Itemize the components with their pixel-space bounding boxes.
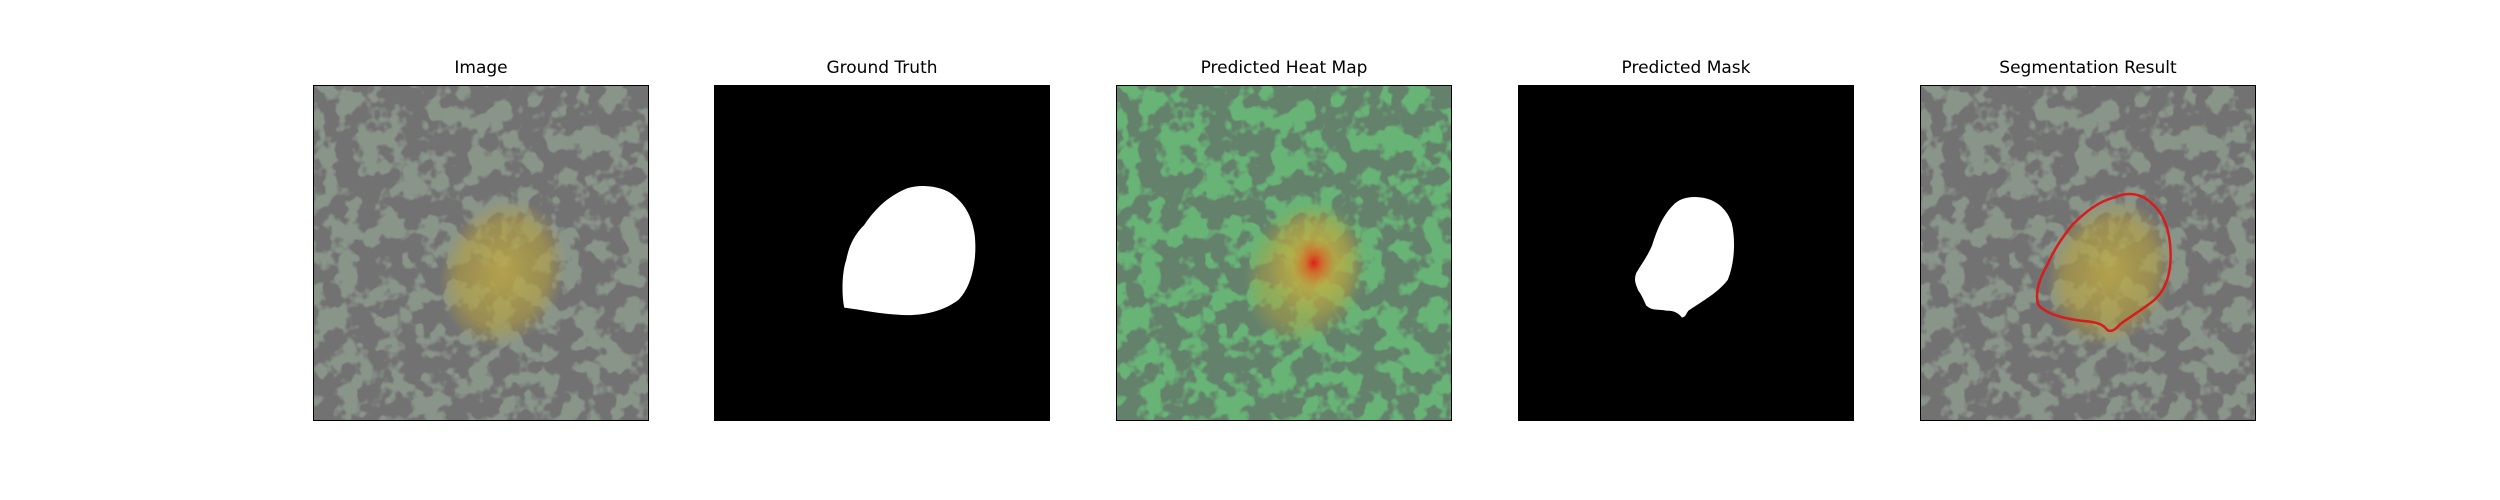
predicted-mask-frame	[1518, 85, 1854, 421]
panel-ground-truth: Ground Truth	[714, 0, 1050, 500]
predicted-mask	[1519, 86, 1853, 420]
heat-map-image	[1117, 86, 1451, 420]
panel-title: Predicted Heat Map	[1200, 58, 1368, 78]
segmentation-frame	[1920, 85, 2256, 421]
image-frame	[313, 85, 649, 421]
segmentation-image	[1921, 86, 2255, 420]
lesion-region	[439, 198, 567, 347]
panel-segmentation-result: Segmentation Result	[1920, 0, 2256, 500]
panel-predicted-mask: Predicted Mask	[1518, 0, 1854, 500]
panel-title: Predicted Mask	[1621, 58, 1751, 78]
texture-image	[314, 86, 648, 420]
ground-truth-frame	[714, 85, 1050, 421]
heat-map-frame	[1116, 85, 1452, 421]
segmentation-contour	[2035, 192, 2172, 333]
ground-truth-mask	[715, 86, 1049, 420]
heat-hotspot	[1266, 207, 1362, 319]
panel-title: Ground Truth	[826, 58, 938, 78]
panel-title: Image	[454, 58, 508, 78]
predicted-mask-region	[1635, 197, 1735, 318]
panel-image: Image	[313, 0, 649, 500]
panel-heat-map: Predicted Heat Map	[1116, 0, 1452, 500]
ground-truth-region	[842, 186, 976, 316]
panel-title: Segmentation Result	[1999, 58, 2177, 78]
